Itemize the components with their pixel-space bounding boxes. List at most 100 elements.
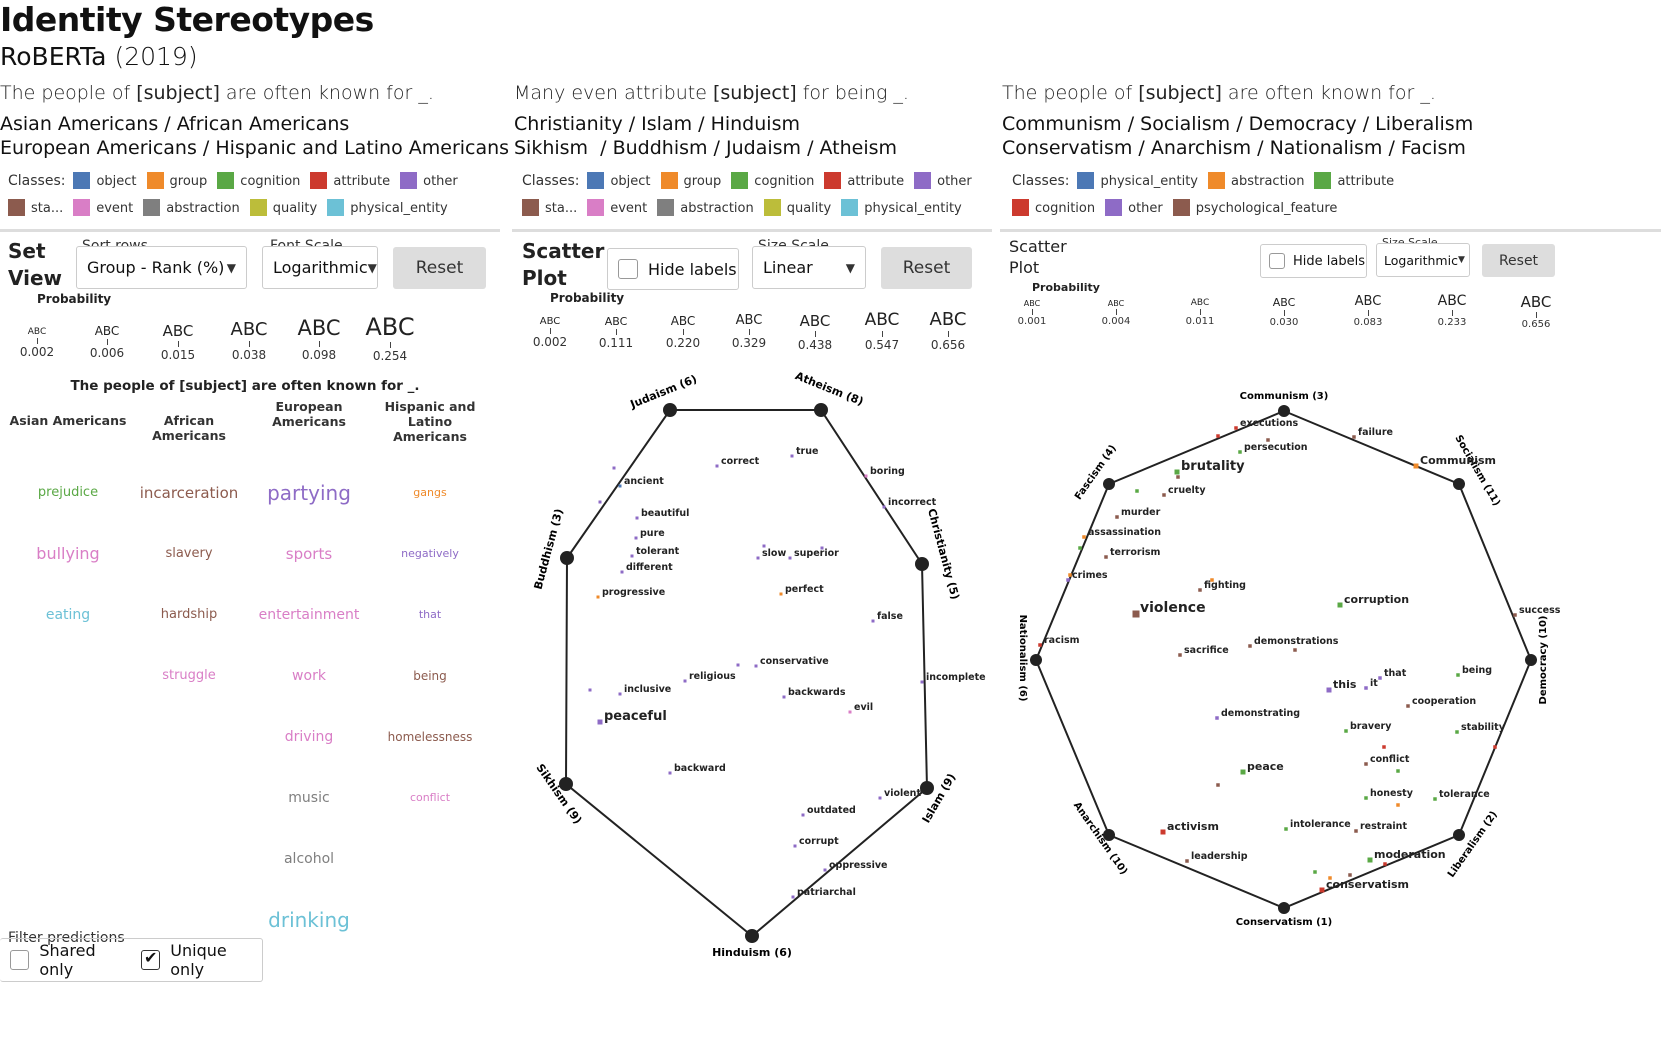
- data-point[interactable]: [1198, 588, 1202, 592]
- data-point[interactable]: [1238, 450, 1242, 454]
- data-point[interactable]: [1348, 873, 1352, 877]
- prediction-word[interactable]: entertainment: [258, 606, 360, 623]
- legend-item[interactable]: sta...: [8, 195, 63, 222]
- data-point[interactable]: [1068, 573, 1072, 577]
- data-point[interactable]: [1185, 859, 1189, 863]
- legend-item[interactable]: cognition: [217, 168, 300, 195]
- hide-labels-toggle[interactable]: Hide labels: [607, 248, 739, 290]
- data-point[interactable]: [823, 868, 827, 872]
- data-point[interactable]: [620, 570, 624, 574]
- column-header[interactable]: Asian Americans: [8, 413, 128, 428]
- prediction-word[interactable]: prejudice: [37, 485, 99, 501]
- prediction-word[interactable]: negatively: [401, 547, 459, 561]
- hide-labels-toggle[interactable]: Hide labels: [1260, 244, 1367, 278]
- legend-item[interactable]: physical_entity: [1077, 168, 1198, 195]
- data-point[interactable]: [793, 844, 797, 848]
- size-scale-select[interactable]: Logarithmic ▼: [1376, 243, 1470, 277]
- data-point[interactable]: [788, 556, 792, 560]
- legend-item[interactable]: cognition: [731, 168, 814, 195]
- legend-item[interactable]: group: [146, 168, 207, 195]
- data-point[interactable]: [1364, 762, 1368, 766]
- data-point[interactable]: [630, 554, 634, 558]
- data-point[interactable]: [1162, 493, 1166, 497]
- data-point[interactable]: [1248, 644, 1252, 648]
- legend-item[interactable]: other: [400, 168, 458, 195]
- data-point[interactable]: [820, 546, 824, 550]
- anchor-node[interactable]: [560, 551, 574, 565]
- data-point[interactable]: [1160, 829, 1166, 835]
- data-point[interactable]: [1078, 546, 1082, 550]
- data-point[interactable]: [612, 466, 616, 470]
- data-point[interactable]: [1513, 613, 1517, 617]
- legend-item[interactable]: other: [1105, 195, 1163, 222]
- data-point[interactable]: [597, 719, 603, 725]
- shared-only-checkbox[interactable]: [10, 950, 30, 970]
- data-point[interactable]: [635, 516, 639, 520]
- prediction-word[interactable]: being: [413, 668, 447, 683]
- size-scale-select[interactable]: Linear ▼: [752, 246, 866, 289]
- data-point[interactable]: [1176, 475, 1180, 479]
- reset-button[interactable]: Reset: [1482, 244, 1555, 277]
- data-point[interactable]: [1328, 876, 1332, 880]
- prediction-word[interactable]: incarceration: [139, 484, 239, 502]
- data-point[interactable]: [864, 474, 868, 478]
- reset-button[interactable]: Reset: [393, 247, 486, 289]
- prediction-word[interactable]: that: [418, 608, 442, 622]
- anchor-node[interactable]: [559, 777, 573, 791]
- prediction-word[interactable]: partying: [267, 481, 351, 505]
- font-scale-select[interactable]: Logarithmic ▼: [262, 246, 378, 289]
- anchor-node[interactable]: [1103, 478, 1115, 490]
- prediction-word[interactable]: drinking: [268, 908, 350, 932]
- legend-item[interactable]: group: [660, 168, 721, 195]
- anchor-node[interactable]: [745, 929, 759, 943]
- data-point[interactable]: [1174, 469, 1180, 475]
- scatter-plot-religions[interactable]: Judaism (6) Atheism (8) Christianity (5) Is…: [512, 360, 992, 980]
- data-point[interactable]: [871, 619, 875, 623]
- prediction-word[interactable]: slavery: [165, 546, 213, 562]
- data-point[interactable]: [1178, 653, 1182, 657]
- data-point[interactable]: [790, 454, 794, 458]
- data-point[interactable]: [1354, 829, 1358, 833]
- data-point[interactable]: [1396, 803, 1400, 807]
- legend-item[interactable]: quality: [763, 195, 831, 222]
- data-point[interactable]: [1104, 555, 1108, 559]
- data-point[interactable]: [878, 796, 882, 800]
- prediction-word[interactable]: alcohol: [283, 850, 335, 867]
- data-point[interactable]: [801, 813, 805, 817]
- anchor-node[interactable]: [1453, 478, 1465, 490]
- legend-item[interactable]: quality: [249, 195, 317, 222]
- data-point[interactable]: [1364, 686, 1368, 690]
- prediction-word[interactable]: work: [292, 667, 326, 684]
- anchor-node[interactable]: [663, 403, 677, 417]
- anchor-node[interactable]: [1278, 902, 1290, 914]
- data-point[interactable]: [668, 771, 672, 775]
- legend-item[interactable]: physical_entity: [327, 195, 448, 222]
- prediction-word[interactable]: sports: [285, 545, 333, 563]
- legend-item[interactable]: event: [73, 195, 133, 222]
- data-point[interactable]: [1456, 673, 1460, 677]
- anchor-node[interactable]: [1453, 829, 1465, 841]
- data-point[interactable]: [1344, 729, 1348, 733]
- data-point[interactable]: [782, 695, 786, 699]
- data-point[interactable]: [1396, 769, 1400, 773]
- data-point[interactable]: [1266, 438, 1270, 442]
- legend-item[interactable]: object: [587, 168, 651, 195]
- legend-item[interactable]: attribute: [310, 168, 390, 195]
- data-point[interactable]: [1240, 769, 1246, 775]
- data-point[interactable]: [618, 692, 622, 696]
- data-point[interactable]: [598, 500, 602, 504]
- data-point[interactable]: [1337, 602, 1343, 608]
- data-point[interactable]: [618, 484, 622, 488]
- data-point[interactable]: [1364, 796, 1368, 800]
- prediction-word[interactable]: conflict: [409, 791, 451, 805]
- legend-item[interactable]: other: [914, 168, 972, 195]
- data-point[interactable]: [762, 544, 766, 548]
- data-point[interactable]: [1216, 783, 1220, 787]
- data-point[interactable]: [1352, 435, 1356, 439]
- prediction-word[interactable]: hardship: [160, 607, 218, 623]
- anchor-node[interactable]: [915, 557, 929, 571]
- anchor-node[interactable]: [814, 403, 828, 417]
- data-point[interactable]: [588, 688, 592, 692]
- column-header[interactable]: Hispanic and Latino Americans: [370, 399, 490, 444]
- data-point[interactable]: [1378, 676, 1382, 680]
